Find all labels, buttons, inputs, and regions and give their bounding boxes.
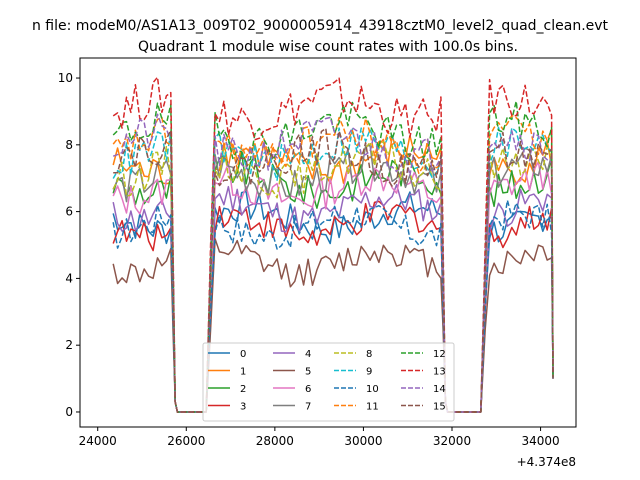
legend-label-10: 10: [366, 384, 379, 395]
legend-label-3: 3: [240, 402, 246, 413]
x-tick-label: 28000: [256, 434, 294, 448]
y-axis: 0 2 4 6 8 10: [58, 71, 80, 419]
legend-label-9: 9: [366, 367, 372, 378]
y-tick-label: 4: [65, 271, 73, 285]
series-line-15: [113, 127, 554, 413]
x-axis: 24000 26000 28000 30000 32000 34000: [79, 427, 560, 448]
legend-label-14: 14: [433, 384, 446, 395]
legend-label-6: 6: [305, 384, 311, 395]
legend-label-11: 11: [366, 402, 379, 413]
axes-frame: [79, 57, 577, 428]
legend-label-15: 15: [433, 402, 446, 413]
y-tick-label: 10: [58, 71, 73, 85]
y-tick-label: 6: [65, 205, 73, 219]
legend-box: [202, 342, 455, 422]
x-tick-label: 30000: [344, 434, 382, 448]
figure-suptitle: n file: modeM0/AS1A13_009T02_9000005914_…: [32, 18, 609, 34]
x-tick-label: 24000: [79, 434, 117, 448]
x-offset-text: +4.374e8: [517, 455, 576, 469]
y-tick-label: 0: [65, 405, 73, 419]
legend-label-4: 4: [305, 349, 311, 360]
legend-label-7: 7: [305, 402, 311, 413]
series-layer: [112, 76, 554, 413]
legend-label-13: 13: [433, 367, 446, 378]
legend-label-0: 0: [240, 349, 246, 360]
x-tick-label: 26000: [167, 434, 205, 448]
legend-label-12: 12: [433, 349, 446, 360]
legend-label-1: 1: [240, 367, 246, 378]
legend-label-5: 5: [305, 367, 311, 378]
y-tick-label: 2: [65, 338, 73, 352]
chart-title: Quadrant 1 module wise count rates with …: [138, 39, 518, 55]
legend-label-8: 8: [366, 349, 372, 360]
x-tick-label: 34000: [521, 434, 559, 448]
y-tick-label: 8: [65, 138, 73, 152]
x-tick-label: 32000: [433, 434, 471, 448]
legend-label-2: 2: [240, 384, 246, 395]
